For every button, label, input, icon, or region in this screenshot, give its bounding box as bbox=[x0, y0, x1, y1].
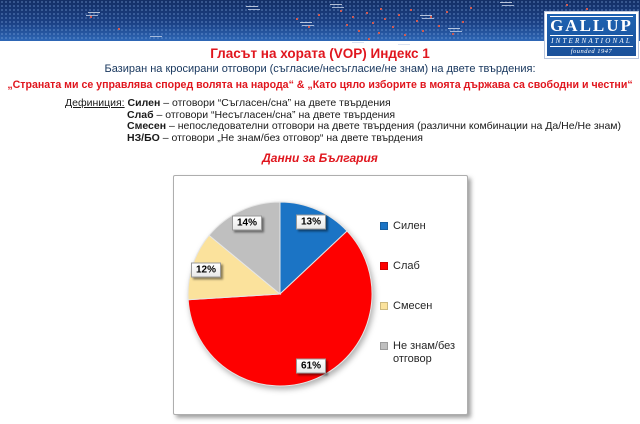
legend-item: Слаб bbox=[380, 260, 463, 273]
chart-title: Данни за България bbox=[262, 151, 378, 165]
definition-text: – отговори “Съгласен/сна” на двете твърд… bbox=[163, 97, 391, 109]
definition-line: НЗ/БО – отговори „Не знам/без отговор“ н… bbox=[65, 131, 625, 145]
definition-line: Дефиниция: Силен – отговори “Съгласен/сн… bbox=[65, 97, 625, 110]
definition-term: Смесен bbox=[127, 120, 167, 133]
legend-item: Смесен bbox=[380, 300, 463, 313]
pie-chart bbox=[187, 201, 373, 387]
logo-subname: INTERNATIONAL bbox=[551, 37, 632, 45]
logo-founded-text: founded 1947 bbox=[570, 48, 613, 55]
logo-wordmark: GALLUP bbox=[550, 16, 633, 35]
legend-swatch-icon bbox=[380, 302, 388, 310]
logo-rule-mid bbox=[550, 35, 633, 36]
definitions-label: Дефиниция: bbox=[65, 97, 125, 109]
page-subtitle: Базиран на кросирани отговори (съгласие/… bbox=[104, 63, 536, 75]
definition-term: Слаб bbox=[127, 108, 154, 121]
logo-rule-top bbox=[550, 16, 633, 17]
gallup-international-logo: GALLUP INTERNATIONAL founded 1947 bbox=[544, 11, 639, 59]
legend-label: Силен bbox=[393, 220, 426, 232]
logo-rule-bottom bbox=[550, 46, 633, 47]
legend-label: Не знам/без отговор bbox=[393, 340, 456, 365]
statements-line: „Страната ми се управлява според волята … bbox=[7, 79, 633, 91]
pie-slice-4 bbox=[208, 201, 281, 296]
pie-value-label: 13% bbox=[295, 214, 327, 230]
legend-swatch-icon bbox=[380, 262, 388, 270]
pie-slice-2 bbox=[187, 230, 373, 387]
legend-item: Не знам/без отговор bbox=[380, 340, 463, 366]
definition-term: НЗ/БО bbox=[127, 131, 160, 144]
legend-swatch-icon bbox=[380, 222, 388, 230]
definition-text: – отговори „Не знам/без отговор“ на двет… bbox=[162, 131, 423, 144]
page-title: Гласът на хората (VOP) Индекс 1 bbox=[210, 46, 430, 61]
map-tiny-labels bbox=[0, 0, 12, 1]
chart-legend: Силен Слаб Смесен Не знам/без отговор bbox=[380, 176, 466, 416]
pie-value-label: 61% bbox=[295, 358, 327, 374]
pie-chart-frame: Силен Слаб Смесен Не знам/без отговор 13% 61… bbox=[173, 175, 468, 415]
legend-swatch-icon bbox=[380, 342, 388, 350]
definition-line: Смесен – непоследователни отговори на дв… bbox=[65, 120, 625, 133]
definition-text: – отговори “Несъгласен/сна” на двете твъ… bbox=[156, 108, 396, 121]
pie-value-label: 12% bbox=[190, 262, 222, 278]
definition-line: Слаб – отговори “Несъгласен/сна” на двет… bbox=[65, 108, 625, 122]
definition-text: – непоследователни отговори на двете твъ… bbox=[169, 120, 622, 133]
legend-item: Силен bbox=[380, 220, 463, 233]
legend-label: Смесен bbox=[393, 300, 433, 312]
world-map-banner bbox=[0, 0, 640, 41]
legend-label: Слаб bbox=[393, 260, 420, 272]
pie-value-label: 14% bbox=[231, 215, 263, 231]
definitions-block: Дефиниция: Силен – отговори “Съгласен/сн… bbox=[65, 97, 625, 145]
definition-term: Силен bbox=[127, 97, 161, 109]
